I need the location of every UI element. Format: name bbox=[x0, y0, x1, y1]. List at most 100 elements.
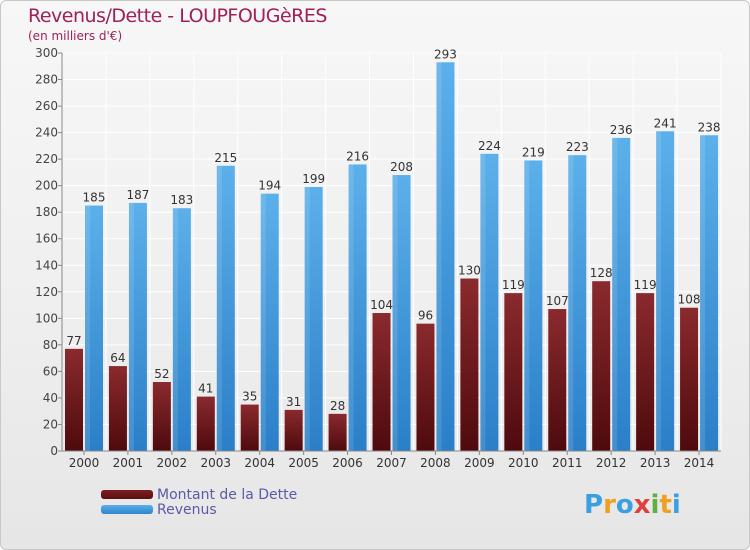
data-label-revenus: 208 bbox=[390, 160, 413, 174]
data-label-dette: 96 bbox=[418, 309, 433, 323]
bar-dette bbox=[416, 323, 435, 451]
y-tick-label: 0 bbox=[50, 444, 58, 458]
bar-revenus bbox=[260, 193, 279, 452]
data-label-revenus: 216 bbox=[346, 149, 369, 163]
bar-revenus-highlight bbox=[656, 131, 662, 452]
y-tick-label: 260 bbox=[35, 99, 58, 113]
y-tick-label: 120 bbox=[35, 285, 58, 299]
data-label-dette: 130 bbox=[458, 264, 481, 278]
bar-dette bbox=[680, 307, 699, 451]
x-tick-label: 2002 bbox=[157, 456, 188, 470]
data-label-revenus: 199 bbox=[302, 172, 325, 186]
bar-dette bbox=[460, 278, 479, 451]
data-label-dette: 119 bbox=[634, 278, 657, 292]
data-label-revenus: 224 bbox=[478, 139, 501, 153]
data-label-revenus: 293 bbox=[434, 47, 457, 61]
y-tick-label: 100 bbox=[35, 311, 58, 325]
data-label-dette: 77 bbox=[66, 334, 81, 348]
bar-revenus-highlight bbox=[85, 205, 90, 451]
bar-revenus-highlight bbox=[568, 155, 574, 452]
y-tick-label: 300 bbox=[35, 46, 58, 60]
bar-revenus bbox=[128, 202, 147, 451]
y-tick-label: 180 bbox=[35, 205, 58, 219]
y-tick-label: 200 bbox=[35, 179, 58, 193]
y-tick-label: 280 bbox=[35, 73, 58, 87]
proxiti-logo: Proxiti bbox=[584, 490, 681, 520]
bar-revenus bbox=[304, 186, 323, 451]
x-tick-label: 2005 bbox=[288, 456, 319, 470]
data-label-revenus: 219 bbox=[522, 145, 545, 159]
bar-revenus-highlight bbox=[348, 164, 354, 451]
bar-dette bbox=[592, 281, 611, 451]
data-label-dette: 41 bbox=[198, 382, 213, 396]
data-label-dette: 35 bbox=[242, 390, 257, 404]
bar-revenus-highlight bbox=[128, 202, 134, 451]
bar-dette bbox=[328, 413, 347, 451]
x-tick-label: 2003 bbox=[200, 456, 231, 470]
x-tick-label: 2009 bbox=[464, 456, 495, 470]
bar-revenus bbox=[656, 131, 675, 452]
bar-revenus bbox=[85, 205, 103, 451]
data-label-revenus: 194 bbox=[258, 179, 281, 193]
bar-revenus bbox=[480, 153, 499, 451]
bar-revenus-highlight bbox=[172, 208, 178, 451]
bar-revenus-highlight bbox=[216, 165, 222, 451]
bar-revenus bbox=[568, 155, 587, 452]
x-tick-label: 2012 bbox=[596, 456, 627, 470]
bar-revenus bbox=[216, 165, 235, 451]
y-tick-label: 140 bbox=[35, 258, 58, 272]
bar-revenus-highlight bbox=[304, 186, 310, 451]
bar-dette bbox=[108, 366, 127, 451]
data-label-revenus: 183 bbox=[170, 193, 193, 207]
data-label-dette: 108 bbox=[678, 293, 701, 307]
bar-revenus bbox=[392, 175, 411, 451]
bar-revenus bbox=[172, 208, 191, 451]
chart-subtitle: (en milliers d'€) bbox=[28, 29, 123, 43]
bar-dette bbox=[636, 293, 655, 451]
bar-revenus-highlight bbox=[700, 135, 706, 451]
bar-dette bbox=[504, 293, 523, 451]
x-tick-label: 2008 bbox=[420, 456, 451, 470]
bar-revenus-highlight bbox=[392, 175, 398, 451]
data-label-revenus: 241 bbox=[654, 116, 677, 130]
y-tick-label: 220 bbox=[35, 152, 58, 166]
data-label-revenus: 215 bbox=[214, 151, 237, 165]
data-label-dette: 28 bbox=[330, 399, 345, 413]
bar-revenus bbox=[700, 135, 719, 451]
data-label-revenus: 238 bbox=[698, 120, 721, 134]
y-tick-label: 20 bbox=[43, 417, 58, 431]
bar-revenus-highlight bbox=[612, 137, 618, 451]
bar-revenus bbox=[612, 137, 631, 451]
legend-swatch-revenus bbox=[101, 505, 153, 514]
data-label-revenus: 185 bbox=[83, 191, 106, 205]
x-tick-label: 2000 bbox=[69, 456, 100, 470]
data-label-dette: 119 bbox=[502, 278, 525, 292]
bar-dette bbox=[152, 382, 171, 451]
x-tick-label: 2004 bbox=[244, 456, 275, 470]
bar-revenus bbox=[524, 160, 543, 451]
chart-title: Revenus/Dette - LOUPFOUGèRES bbox=[28, 5, 327, 27]
bar-revenus-highlight bbox=[436, 62, 442, 451]
y-tick-label: 80 bbox=[43, 338, 58, 352]
bar-dette bbox=[196, 396, 215, 451]
data-label-revenus: 236 bbox=[610, 123, 633, 137]
bar-revenus-highlight bbox=[480, 153, 486, 451]
data-label-dette: 107 bbox=[546, 294, 569, 308]
x-tick-label: 2010 bbox=[508, 456, 539, 470]
y-tick-label: 160 bbox=[35, 232, 58, 246]
bar-revenus-highlight bbox=[524, 160, 530, 451]
data-label-dette: 52 bbox=[154, 367, 169, 381]
legend-label-revenus: Revenus bbox=[157, 502, 217, 518]
x-tick-label: 2006 bbox=[332, 456, 363, 470]
bar-dette bbox=[284, 409, 303, 451]
y-tick-label: 240 bbox=[35, 126, 58, 140]
data-label-revenus: 223 bbox=[566, 140, 589, 154]
x-tick-label: 2007 bbox=[376, 456, 407, 470]
y-tick-label: 60 bbox=[43, 364, 58, 378]
x-tick-label: 2013 bbox=[640, 456, 671, 470]
bar-dette bbox=[372, 313, 391, 451]
bar-revenus bbox=[348, 164, 367, 451]
data-label-dette: 31 bbox=[286, 395, 301, 409]
